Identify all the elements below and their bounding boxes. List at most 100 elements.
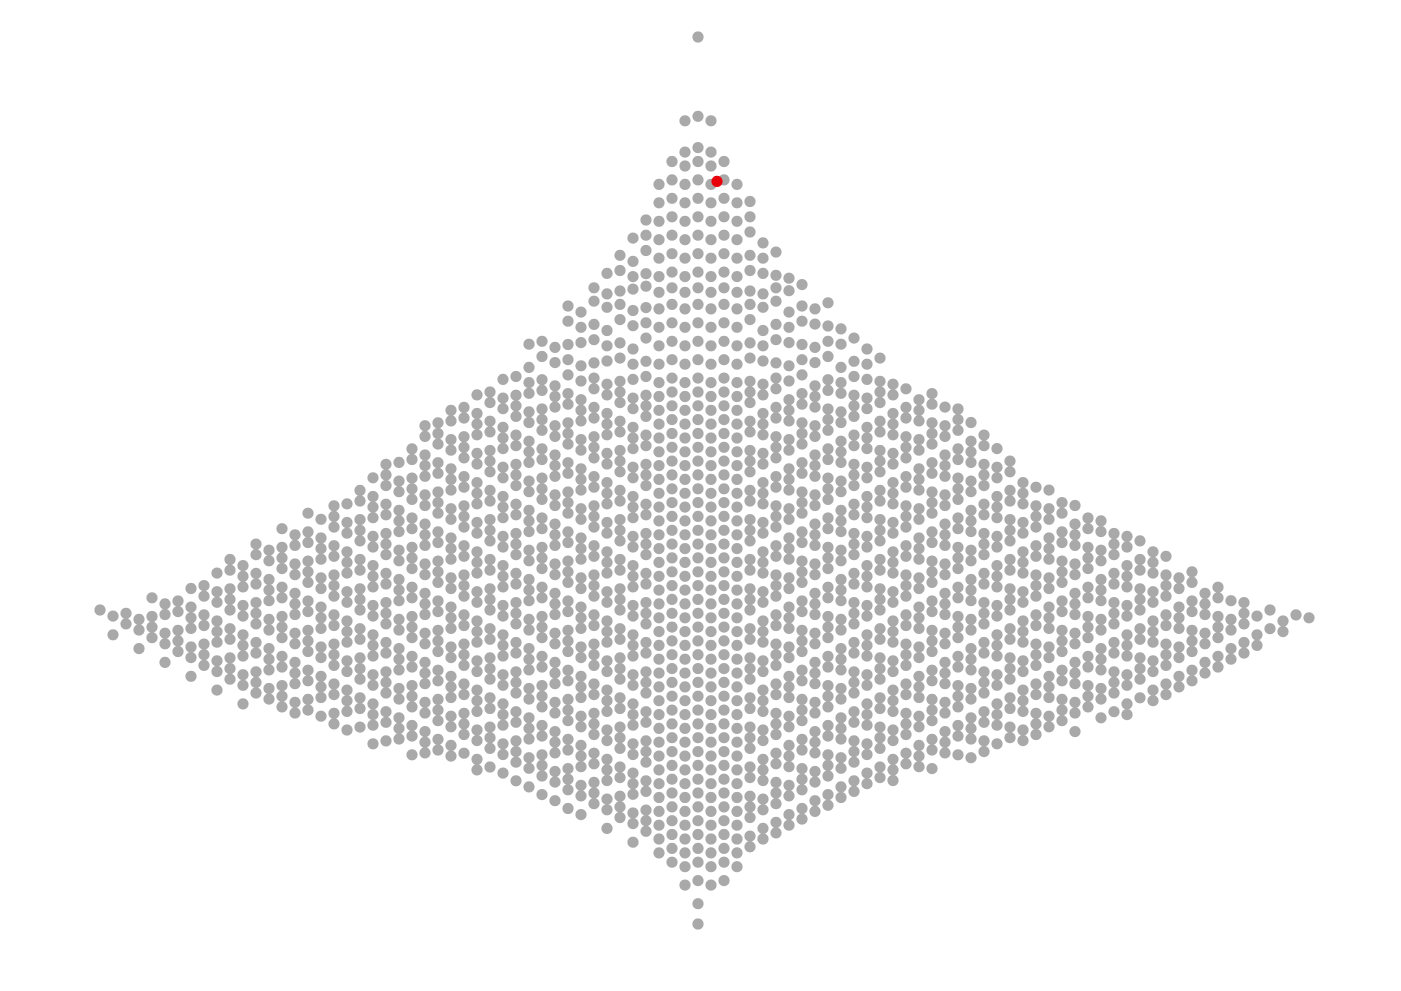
data-point <box>666 593 678 606</box>
data-point <box>276 541 288 553</box>
data-point <box>406 592 418 604</box>
data-point <box>562 354 574 366</box>
data-point <box>913 463 925 475</box>
data-point <box>458 649 470 661</box>
data-point <box>1238 636 1250 649</box>
data-point <box>341 626 353 638</box>
data-point <box>900 510 912 522</box>
data-point <box>562 555 574 567</box>
data-point <box>705 252 717 264</box>
data-point <box>822 320 834 332</box>
data-point <box>484 495 496 507</box>
data-point <box>731 861 743 873</box>
data-point <box>497 392 509 404</box>
data-point <box>380 706 392 718</box>
data-point <box>900 500 912 512</box>
data-point <box>237 599 249 612</box>
data-point <box>705 778 717 790</box>
data-point <box>926 497 938 509</box>
data-point <box>224 673 236 685</box>
data-point <box>861 373 873 385</box>
data-point <box>978 687 990 699</box>
data-point <box>796 645 808 658</box>
data-point <box>692 538 704 550</box>
data-point <box>679 460 691 472</box>
data-point <box>1212 621 1224 633</box>
data-point <box>848 607 860 619</box>
data-point <box>458 728 470 741</box>
data-point <box>601 267 613 279</box>
data-point <box>510 509 522 521</box>
data-point <box>744 801 756 813</box>
data-point <box>757 724 769 736</box>
data-point <box>458 609 470 621</box>
data-point <box>354 673 366 685</box>
data-point <box>887 418 899 430</box>
data-point <box>770 619 782 632</box>
data-point <box>757 516 769 529</box>
data-point <box>952 512 964 524</box>
data-point <box>341 655 353 667</box>
data-point <box>757 684 769 696</box>
data-point <box>679 667 691 679</box>
data-point <box>978 429 990 441</box>
data-point <box>1056 704 1068 716</box>
data-point <box>796 536 808 549</box>
data-point <box>692 282 704 294</box>
data-point <box>627 421 639 433</box>
data-point <box>614 535 626 547</box>
data-point <box>692 898 704 910</box>
data-point <box>510 469 522 481</box>
data-point <box>640 458 652 470</box>
data-point <box>458 638 470 650</box>
data-point <box>887 665 899 678</box>
data-point <box>432 576 444 589</box>
data-point <box>1121 650 1133 662</box>
data-point <box>1121 610 1133 622</box>
data-point <box>809 795 821 807</box>
data-point <box>874 426 886 438</box>
data-point <box>965 664 977 676</box>
data-point <box>1069 587 1081 599</box>
data-point <box>939 696 951 708</box>
data-point <box>341 556 353 569</box>
data-point <box>289 638 301 650</box>
data-point <box>692 174 704 186</box>
data-point <box>1121 530 1133 543</box>
data-point <box>679 160 691 172</box>
data-point <box>939 569 951 581</box>
data-point <box>510 549 522 561</box>
data-point <box>926 398 938 410</box>
data-point <box>640 317 652 329</box>
data-point <box>588 728 600 741</box>
data-point <box>679 805 691 818</box>
data-point <box>1173 670 1185 682</box>
data-point <box>510 666 522 678</box>
data-point <box>614 790 626 802</box>
data-point <box>575 582 587 595</box>
data-point <box>640 469 652 481</box>
data-point <box>796 467 808 479</box>
data-point <box>1017 615 1029 627</box>
data-point <box>211 567 223 579</box>
data-point <box>575 779 587 791</box>
data-point <box>1004 553 1016 566</box>
data-point <box>549 608 561 621</box>
data-point <box>432 566 444 578</box>
data-point <box>848 458 860 470</box>
data-point <box>393 624 405 636</box>
data-point <box>809 499 821 512</box>
data-point <box>835 733 847 745</box>
data-point <box>497 570 509 582</box>
data-point <box>887 655 899 667</box>
data-point <box>796 624 808 636</box>
data-point <box>315 553 327 565</box>
data-point <box>770 609 782 621</box>
data-point <box>692 192 704 204</box>
data-point <box>1121 599 1133 612</box>
data-point <box>796 715 808 727</box>
data-point <box>965 475 977 487</box>
highlighted-data-point <box>711 175 723 187</box>
data-point <box>1238 647 1250 659</box>
data-point <box>432 536 444 549</box>
